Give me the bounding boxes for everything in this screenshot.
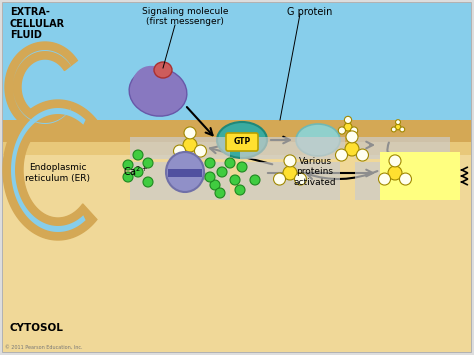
FancyBboxPatch shape [3,142,471,155]
FancyBboxPatch shape [240,162,340,200]
Text: Endoplasmic
reticulum (ER): Endoplasmic reticulum (ER) [26,163,91,183]
Text: GTP: GTP [233,137,251,147]
Text: EXTRA-
CELLULAR
FLUID: EXTRA- CELLULAR FLUID [10,7,65,40]
Circle shape [400,173,411,185]
Circle shape [345,116,352,124]
Circle shape [350,127,358,134]
Circle shape [392,127,396,132]
Circle shape [184,127,196,139]
Circle shape [379,173,391,185]
Circle shape [395,120,401,125]
Circle shape [235,185,245,195]
Circle shape [143,177,153,187]
Circle shape [389,155,401,167]
Ellipse shape [154,62,172,78]
Circle shape [345,142,359,156]
FancyBboxPatch shape [130,137,230,159]
Polygon shape [5,42,77,132]
Circle shape [205,158,215,168]
Circle shape [230,175,240,185]
FancyBboxPatch shape [355,162,450,200]
Circle shape [205,172,215,182]
Circle shape [133,167,143,177]
Circle shape [400,127,405,132]
Text: Various
proteins
activated: Various proteins activated [294,157,337,187]
Polygon shape [13,50,71,124]
FancyBboxPatch shape [240,137,345,159]
Ellipse shape [217,122,267,158]
Circle shape [338,127,346,134]
Circle shape [336,149,347,161]
FancyBboxPatch shape [380,152,460,200]
Circle shape [173,145,185,157]
Circle shape [395,124,401,130]
Circle shape [346,131,358,143]
Circle shape [388,166,402,180]
FancyBboxPatch shape [130,162,230,200]
Text: Ca$^{2+}$: Ca$^{2+}$ [123,164,148,178]
Polygon shape [11,108,86,232]
Circle shape [194,145,207,157]
Text: Signaling molecule
(first messenger): Signaling molecule (first messenger) [142,7,228,26]
Circle shape [217,167,227,177]
Circle shape [123,172,133,182]
Circle shape [133,150,143,160]
Circle shape [294,173,307,185]
FancyBboxPatch shape [3,3,471,135]
FancyBboxPatch shape [355,137,450,159]
FancyBboxPatch shape [168,169,202,177]
Circle shape [183,138,197,152]
Circle shape [284,155,296,167]
Circle shape [356,149,368,161]
Circle shape [210,180,220,190]
Circle shape [143,158,153,168]
Circle shape [225,158,235,168]
Circle shape [123,160,133,170]
Polygon shape [3,100,97,240]
FancyBboxPatch shape [226,133,258,151]
FancyBboxPatch shape [3,120,471,142]
Ellipse shape [166,152,204,192]
FancyBboxPatch shape [3,3,471,352]
Ellipse shape [296,124,340,156]
Ellipse shape [133,66,167,98]
Circle shape [215,188,225,198]
Circle shape [344,123,352,131]
Circle shape [250,175,260,185]
Text: © 2011 Pearson Education, Inc.: © 2011 Pearson Education, Inc. [5,345,82,350]
Text: G protein: G protein [287,7,333,17]
FancyBboxPatch shape [3,135,471,352]
Circle shape [237,162,247,172]
Text: CYTOSOL: CYTOSOL [10,323,64,333]
Circle shape [283,166,297,180]
Ellipse shape [129,68,187,116]
Circle shape [273,173,285,185]
